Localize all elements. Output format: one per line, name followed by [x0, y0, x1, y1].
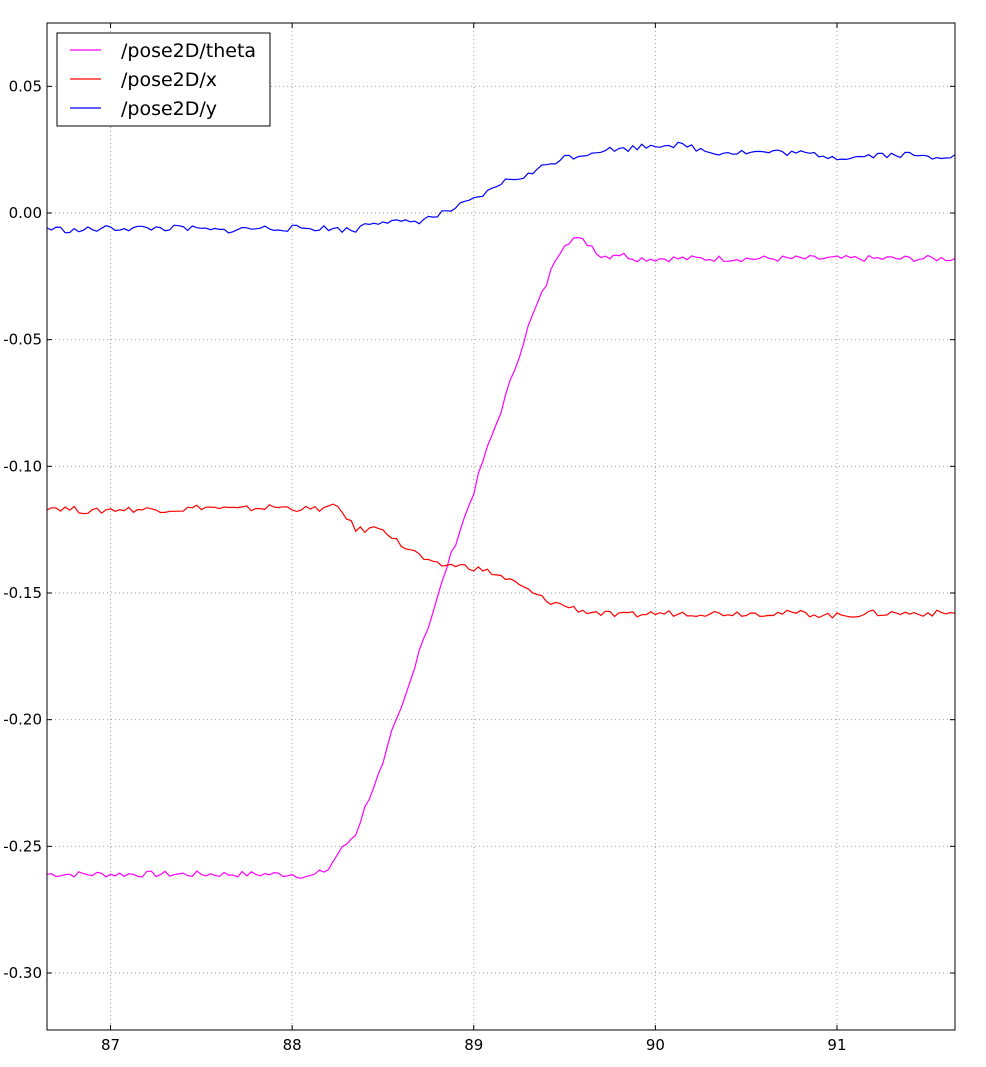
x-tick-label: 90 [646, 1036, 665, 1054]
legend-label: /pose2D/y [121, 98, 217, 120]
legend-label: /pose2D/x [121, 69, 217, 91]
y-tick-label: -0.20 [3, 711, 42, 729]
x-tick-label: 87 [101, 1036, 120, 1054]
series-line-pose2d-theta [47, 236, 955, 879]
x-tick-label: 91 [827, 1036, 846, 1054]
axis-ticks: 87 88 89 90 91 0.05 0.00 -0.05 -0.10 -0.15 -0.20 -0… [3, 23, 955, 1054]
y-tick-label: 0.00 [9, 204, 42, 222]
y-tick-label: -0.30 [3, 964, 42, 982]
y-tick-label: -0.15 [3, 584, 42, 602]
x-tick-label: 89 [464, 1036, 483, 1054]
series-lines [47, 141, 955, 879]
y-tick-label: -0.10 [3, 457, 42, 475]
series-line-pose2d-y [47, 141, 955, 234]
plot-area-frame [46, 22, 956, 1031]
legend: /pose2D/theta/pose2D/x/pose2D/y [56, 32, 271, 127]
series-line-pose2d-x [47, 503, 955, 619]
x-tick-label: 88 [283, 1036, 302, 1054]
grid-lines [47, 23, 955, 1030]
y-tick-label: -0.25 [3, 837, 42, 855]
legend-label: /pose2D/theta [121, 40, 256, 62]
y-tick-label: 0.05 [9, 77, 42, 95]
y-tick-label: -0.05 [3, 331, 42, 349]
